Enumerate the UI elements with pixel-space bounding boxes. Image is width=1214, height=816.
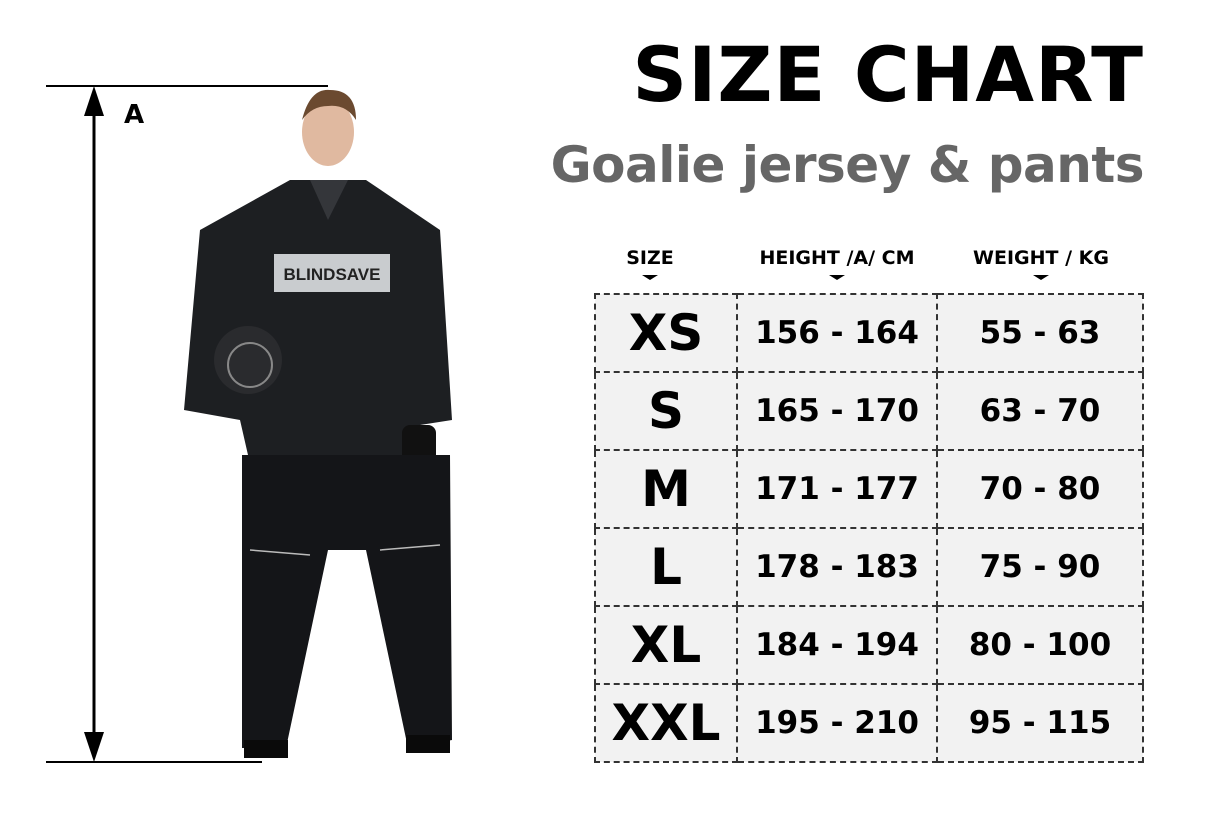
height-cell: 165 - 170 xyxy=(736,371,938,451)
goalie-photo: BLINDSAVE xyxy=(184,89,452,758)
column-header-size: SIZE xyxy=(594,247,706,280)
height-cell: 184 - 194 xyxy=(736,605,938,685)
size-cell: XS xyxy=(594,293,738,373)
triangle-down-icon xyxy=(1033,275,1049,280)
size-cell: S xyxy=(594,371,738,451)
measurement-label: A xyxy=(124,100,145,130)
column-header-label: SIZE xyxy=(626,247,674,269)
weight-cell: 70 - 80 xyxy=(936,449,1144,529)
weight-cell: 75 - 90 xyxy=(936,527,1144,607)
size-cell: XL xyxy=(594,605,738,685)
table-row: XS 156 - 164 55 - 63 xyxy=(594,293,1144,373)
table-row: XXL 195 - 210 95 - 115 xyxy=(594,683,1144,763)
size-cell: XXL xyxy=(594,683,738,763)
column-header-height: HEIGHT /A/ CM xyxy=(737,247,937,280)
triangle-down-icon xyxy=(829,275,845,280)
size-table: XS 156 - 164 55 - 63 S 165 - 170 63 - 70 M 17… xyxy=(594,293,1144,763)
table-row: XL 184 - 194 80 - 100 xyxy=(594,605,1144,685)
table-row: L 178 - 183 75 - 90 xyxy=(594,527,1144,607)
svg-text:BLINDSAVE: BLINDSAVE xyxy=(284,265,381,284)
height-measurement-guide xyxy=(46,85,328,763)
height-cell: 156 - 164 xyxy=(736,293,938,373)
page-title: SIZE CHART xyxy=(632,30,1144,119)
triangle-down-icon xyxy=(642,275,658,280)
height-cell: 195 - 210 xyxy=(736,683,938,763)
column-header-weight: WEIGHT / KG xyxy=(938,247,1144,280)
weight-cell: 55 - 63 xyxy=(936,293,1144,373)
size-cell: L xyxy=(594,527,738,607)
table-row: M 171 - 177 70 - 80 xyxy=(594,449,1144,529)
page-subtitle: Goalie jersey & pants xyxy=(550,136,1145,194)
column-header-label: HEIGHT /A/ CM xyxy=(759,247,915,269)
height-cell: 178 - 183 xyxy=(736,527,938,607)
weight-cell: 95 - 115 xyxy=(936,683,1144,763)
column-header-label: WEIGHT / KG xyxy=(973,247,1109,269)
weight-cell: 80 - 100 xyxy=(936,605,1144,685)
table-row: S 165 - 170 63 - 70 xyxy=(594,371,1144,451)
height-cell: 171 - 177 xyxy=(736,449,938,529)
size-cell: M xyxy=(594,449,738,529)
weight-cell: 63 - 70 xyxy=(936,371,1144,451)
